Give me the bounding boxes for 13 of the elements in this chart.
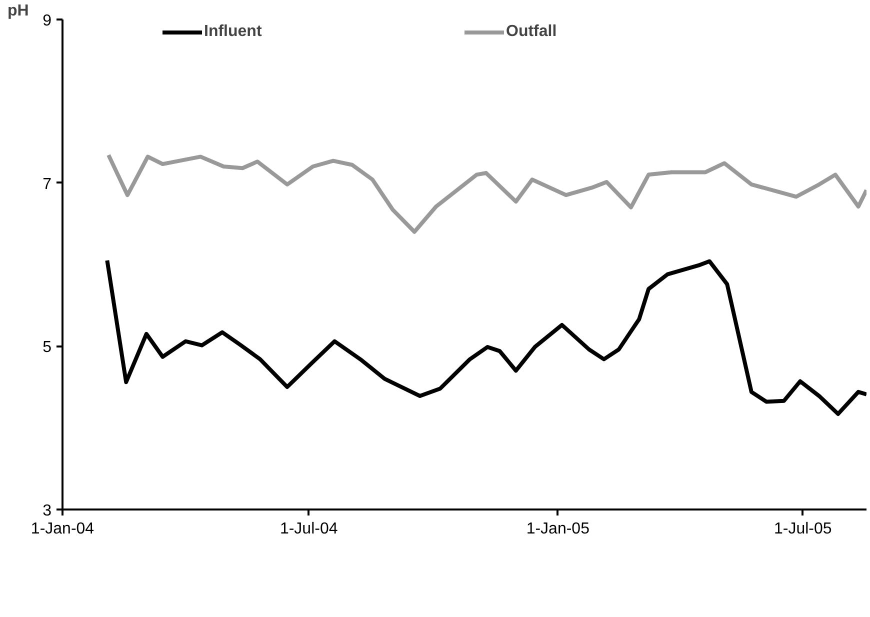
y-tick-label: 3	[42, 502, 52, 520]
y-tick-label: 5	[42, 339, 52, 356]
x-tick-label: 1-Jan-04	[30, 520, 94, 538]
y-tick-label: 9	[42, 12, 52, 30]
legend-label: Influent	[204, 23, 263, 41]
line-series	[105, 258, 866, 416]
legend-label: Outfall	[506, 23, 558, 41]
x-tick-label: 1-Jul-05	[774, 520, 832, 538]
y-tick-label: 7	[42, 176, 52, 193]
line-series	[106, 153, 866, 234]
x-tick-label: 1-Jul-04	[280, 520, 338, 538]
x-tick-label: 1-Jan-05	[526, 520, 590, 538]
y-axis-title: pH	[8, 2, 29, 20]
